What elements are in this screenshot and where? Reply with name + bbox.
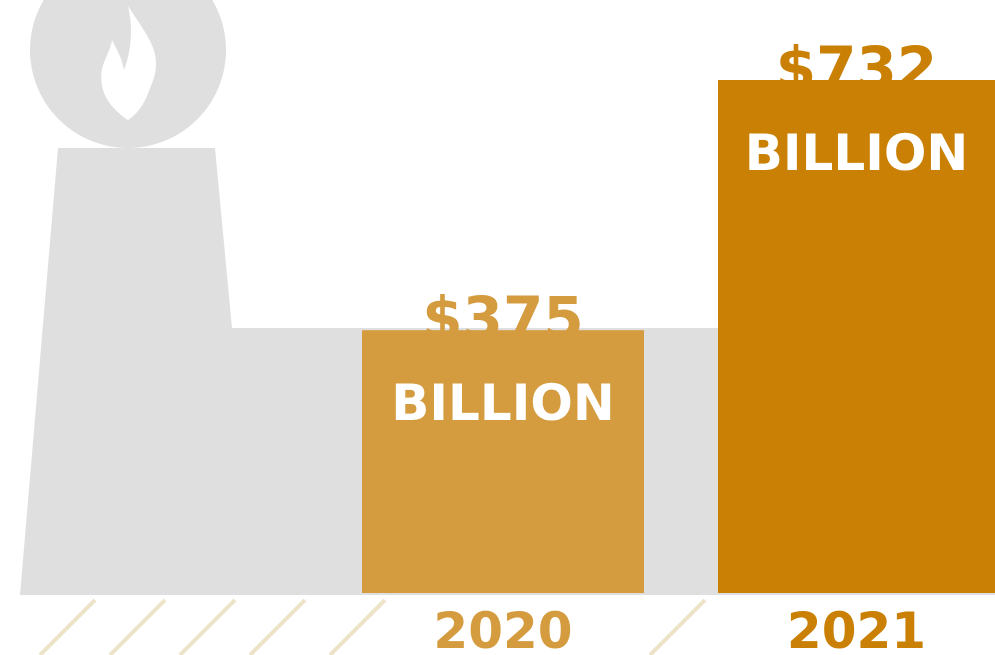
hatch-line	[108, 598, 167, 655]
hatch-line	[328, 598, 387, 655]
bar-2020	[362, 330, 644, 593]
category-label-2020: 2020	[433, 602, 572, 655]
hatch-line	[178, 598, 237, 655]
hatch-line	[248, 598, 307, 655]
ground-hatching	[38, 598, 707, 655]
value-label-2021: $732	[776, 34, 937, 102]
unit-label-2021: BILLION	[745, 124, 968, 182]
bar-2021	[718, 80, 995, 593]
category-label-2021: 2021	[787, 602, 926, 655]
value-label-2020: $375	[422, 284, 583, 352]
hatch-line	[648, 598, 707, 655]
hatch-line	[38, 598, 97, 655]
unit-label-2020: BILLION	[391, 374, 614, 432]
